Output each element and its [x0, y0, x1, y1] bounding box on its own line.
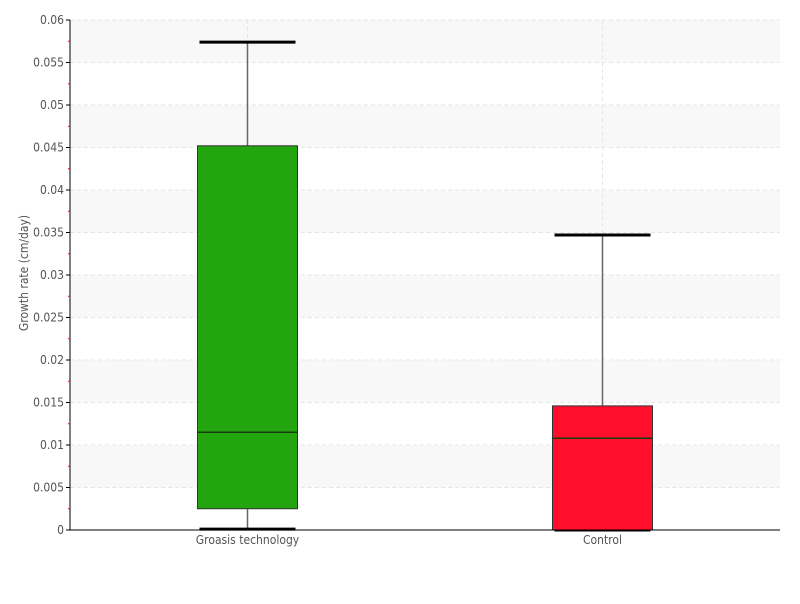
y-tick-label: 0.025 — [33, 311, 64, 325]
x-tick-label: Control — [583, 533, 622, 547]
grid-band — [70, 190, 780, 233]
grid-band — [70, 275, 780, 318]
grid-band — [70, 105, 780, 148]
y-tick-label: 0.03 — [40, 268, 64, 282]
y-tick-label: 0.05 — [40, 98, 64, 112]
y-tick-label: 0.035 — [33, 226, 64, 240]
y-axis-label: Growth rate (cm/day) — [17, 215, 31, 331]
box-0 — [197, 145, 298, 510]
box-1 — [552, 405, 653, 531]
y-tick-label: 0.06 — [40, 13, 64, 27]
y-tick-label: 0.02 — [40, 353, 64, 367]
y-tick-label: 0 — [57, 523, 64, 537]
y-tick-label: 0.01 — [40, 438, 64, 452]
y-tick-label: 0.005 — [33, 481, 64, 495]
grid-band — [70, 445, 780, 488]
x-tick-label: Groasis technology — [196, 533, 300, 547]
y-tick-label: 0.015 — [33, 396, 64, 410]
grid-band — [70, 20, 780, 63]
grid-band — [70, 360, 780, 403]
y-tick-label: 0.045 — [33, 141, 64, 155]
y-tick-label: 0.04 — [40, 183, 64, 197]
y-tick-label: 0.055 — [33, 56, 64, 70]
